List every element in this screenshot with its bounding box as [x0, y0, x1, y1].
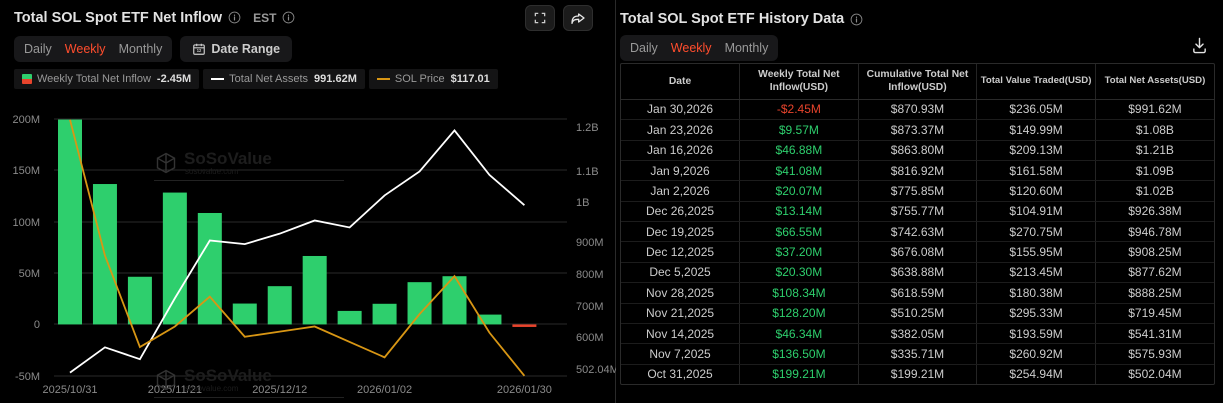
svg-text:2026/01/30: 2026/01/30: [497, 384, 552, 396]
svg-text:1B: 1B: [576, 197, 589, 209]
svg-text:200M: 200M: [12, 114, 40, 126]
svg-text:0: 0: [34, 319, 40, 331]
svg-text:12: 12: [197, 48, 202, 53]
svg-text:100M: 100M: [12, 217, 40, 229]
svg-text:1.2B: 1.2B: [576, 122, 599, 134]
svg-text:600M: 600M: [576, 332, 604, 344]
svg-text:2026/01/02: 2026/01/02: [357, 384, 412, 396]
svg-text:502.04M: 502.04M: [576, 364, 616, 376]
svg-text:900M: 900M: [576, 237, 604, 249]
svg-text:-50M: -50M: [15, 371, 40, 383]
svg-text:2025/10/31: 2025/10/31: [42, 384, 97, 396]
svg-text:1.1B: 1.1B: [576, 166, 599, 178]
svg-text:150M: 150M: [12, 165, 40, 177]
svg-text:800M: 800M: [576, 269, 604, 281]
svg-text:50M: 50M: [19, 268, 40, 280]
svg-text:700M: 700M: [576, 301, 604, 313]
